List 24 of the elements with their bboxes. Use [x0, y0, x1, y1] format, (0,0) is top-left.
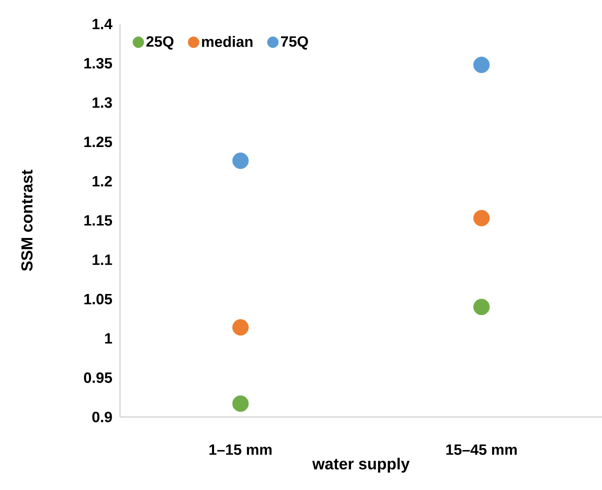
y-axis-title: SSM contrast	[21, 170, 33, 271]
legend-label: median	[202, 36, 252, 48]
y-tick-label: 0.9	[92, 412, 112, 422]
y-tick-label: 1	[105, 333, 112, 344]
y-tick-label: 1.1	[92, 254, 112, 265]
y-tick-label: 0.95	[84, 372, 112, 383]
point	[232, 152, 249, 169]
y-tick-label: 1.15	[84, 215, 112, 226]
y-tick-label: 1.35	[84, 58, 112, 69]
y-tick-label: 1.4	[92, 18, 112, 30]
point	[232, 395, 249, 412]
point	[473, 298, 490, 316]
point	[232, 319, 249, 336]
legend-label: 75Q	[281, 36, 308, 50]
x-axis-title: water supply	[312, 458, 410, 473]
point	[473, 56, 490, 74]
x-tick-label: 1–15 mm	[209, 444, 272, 455]
y-tick-label: 1.2	[92, 176, 112, 186]
y-tick-label: 1.25	[84, 136, 112, 148]
legend-label: 25Q	[146, 36, 174, 50]
y-tick-label: 1.3	[92, 97, 112, 108]
y-tick-label: 1.05	[84, 294, 112, 304]
x-tick-label: 15–45 mm	[446, 444, 517, 455]
point	[473, 210, 490, 226]
